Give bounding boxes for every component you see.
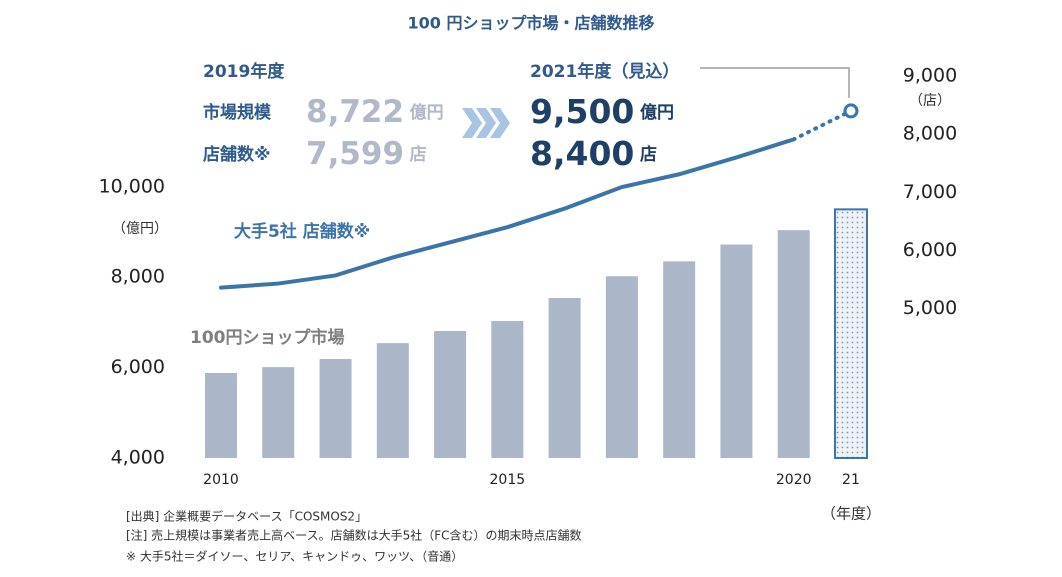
- summary-unit: 店: [410, 144, 427, 165]
- bar: [205, 373, 237, 458]
- line-forecast: [791, 108, 853, 142]
- x-tick-label: 21: [842, 472, 860, 488]
- x-tick-label: 2010: [203, 472, 239, 488]
- note: ※ 大手5社＝ダイソー、セリア、キャンドゥ、ワッツ、（音通）: [126, 549, 463, 564]
- summary-unit: 億円: [640, 102, 674, 123]
- summary-unit: 店: [640, 144, 657, 165]
- bar: [376, 343, 409, 458]
- summary-row: 店舗数※ 7,599 店: [203, 136, 427, 172]
- bar: [319, 358, 352, 458]
- summary-value: 8,722: [306, 94, 404, 130]
- bar: [434, 330, 467, 458]
- bar: [833, 208, 868, 459]
- y2-tick-label: 9,000: [903, 65, 957, 87]
- summary-value: 7,599: [306, 136, 404, 172]
- x-tick-label: 2015: [490, 472, 526, 488]
- x-tick-label: 2020: [776, 472, 812, 488]
- y-unit: （億円）: [112, 221, 168, 237]
- bar: [605, 276, 638, 458]
- summary-label: 店舗数※: [203, 144, 271, 165]
- bar: [777, 230, 810, 458]
- summary-heading: 2019年度: [203, 61, 285, 82]
- summary-unit: 億円: [410, 102, 444, 123]
- bar: [720, 244, 753, 458]
- summary-value: 8,400: [530, 134, 634, 173]
- summary-row: 9,500 億円: [530, 92, 674, 131]
- y2-tick-label: 7,000: [903, 181, 957, 203]
- series-label: 大手5社 店舗数※: [234, 221, 370, 242]
- summary-row: 市場規模 8,722 億円: [203, 94, 444, 130]
- y2-unit: （店）: [909, 93, 951, 109]
- y-tick-label: 6,000: [111, 356, 165, 378]
- y2-tick-label: 5,000: [903, 297, 957, 319]
- bar: [262, 367, 295, 458]
- y-tick-label: 4,000: [111, 447, 165, 469]
- summary-heading: 2021年度（見込）: [530, 61, 679, 82]
- summary-row: 8,400 店: [530, 134, 657, 173]
- chart-title: 100 円ショップ市場・店舗数推移: [408, 14, 655, 33]
- callout-line: [700, 67, 850, 98]
- line: [219, 137, 796, 290]
- point: [843, 103, 859, 119]
- summary-value: 9,500: [530, 92, 634, 131]
- arrow: [462, 108, 510, 138]
- y-tick-label: 8,000: [111, 266, 165, 288]
- series-label: 100円ショップ市場: [190, 327, 345, 348]
- y2-tick-label: 8,000: [903, 123, 957, 145]
- bar: [491, 321, 524, 458]
- bar: [548, 297, 581, 458]
- summary-label: 市場規模: [203, 102, 272, 123]
- note: [注] 売上規模は事業者売上高ベース。店舗数は大手5社（FC含む）の期末時点店舗…: [126, 528, 582, 543]
- note: [出典] 企業概要データベース「COSMOS2」: [126, 509, 367, 524]
- y-tick-label: 10,000: [99, 175, 165, 197]
- y2-tick-label: 6,000: [903, 239, 957, 261]
- x-unit: （年度）: [821, 505, 881, 523]
- bar: [663, 261, 696, 458]
